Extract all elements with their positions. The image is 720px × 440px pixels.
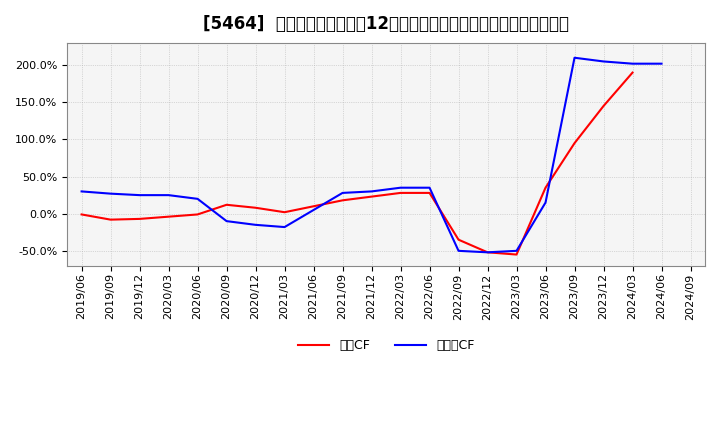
フリーCF [193, 196, 202, 202]
フリーCF [426, 185, 434, 191]
営業CF [483, 249, 492, 255]
営業CF [107, 217, 115, 222]
フリーCF [309, 207, 318, 213]
営業CF [512, 252, 521, 257]
フリーCF [107, 191, 115, 196]
営業CF [280, 209, 289, 215]
営業CF [251, 205, 260, 210]
Line: 営業CF: 営業CF [81, 73, 632, 255]
フリーCF [251, 222, 260, 227]
フリーCF [135, 192, 144, 198]
営業CF [396, 190, 405, 195]
フリーCF [77, 189, 86, 194]
営業CF [367, 194, 376, 199]
営業CF [628, 70, 636, 75]
フリーCF [280, 224, 289, 230]
営業CF [426, 190, 434, 195]
営業CF [570, 140, 579, 146]
フリーCF [570, 55, 579, 60]
フリーCF [541, 200, 550, 205]
フリーCF [454, 248, 463, 253]
Legend: 営業CF, フリーCF: 営業CF, フリーCF [292, 334, 480, 357]
営業CF [222, 202, 231, 207]
営業CF [135, 216, 144, 221]
営業CF [77, 212, 86, 217]
営業CF [309, 204, 318, 209]
フリーCF [628, 61, 636, 66]
フリーCF [396, 185, 405, 191]
フリーCF [512, 248, 521, 253]
フリーCF [367, 189, 376, 194]
Line: フリーCF: フリーCF [81, 58, 662, 252]
営業CF [599, 103, 608, 109]
フリーCF [222, 219, 231, 224]
フリーCF [338, 190, 347, 195]
営業CF [193, 212, 202, 217]
営業CF [454, 237, 463, 242]
フリーCF [599, 59, 608, 64]
フリーCF [164, 192, 173, 198]
営業CF [541, 185, 550, 191]
営業CF [338, 198, 347, 203]
フリーCF [483, 249, 492, 255]
フリーCF [657, 61, 666, 66]
Title: [5464]  キャッシュフローの12か月移動合計の対前年同期増減率の推移: [5464] キャッシュフローの12か月移動合計の対前年同期増減率の推移 [203, 15, 569, 33]
営業CF [164, 214, 173, 219]
